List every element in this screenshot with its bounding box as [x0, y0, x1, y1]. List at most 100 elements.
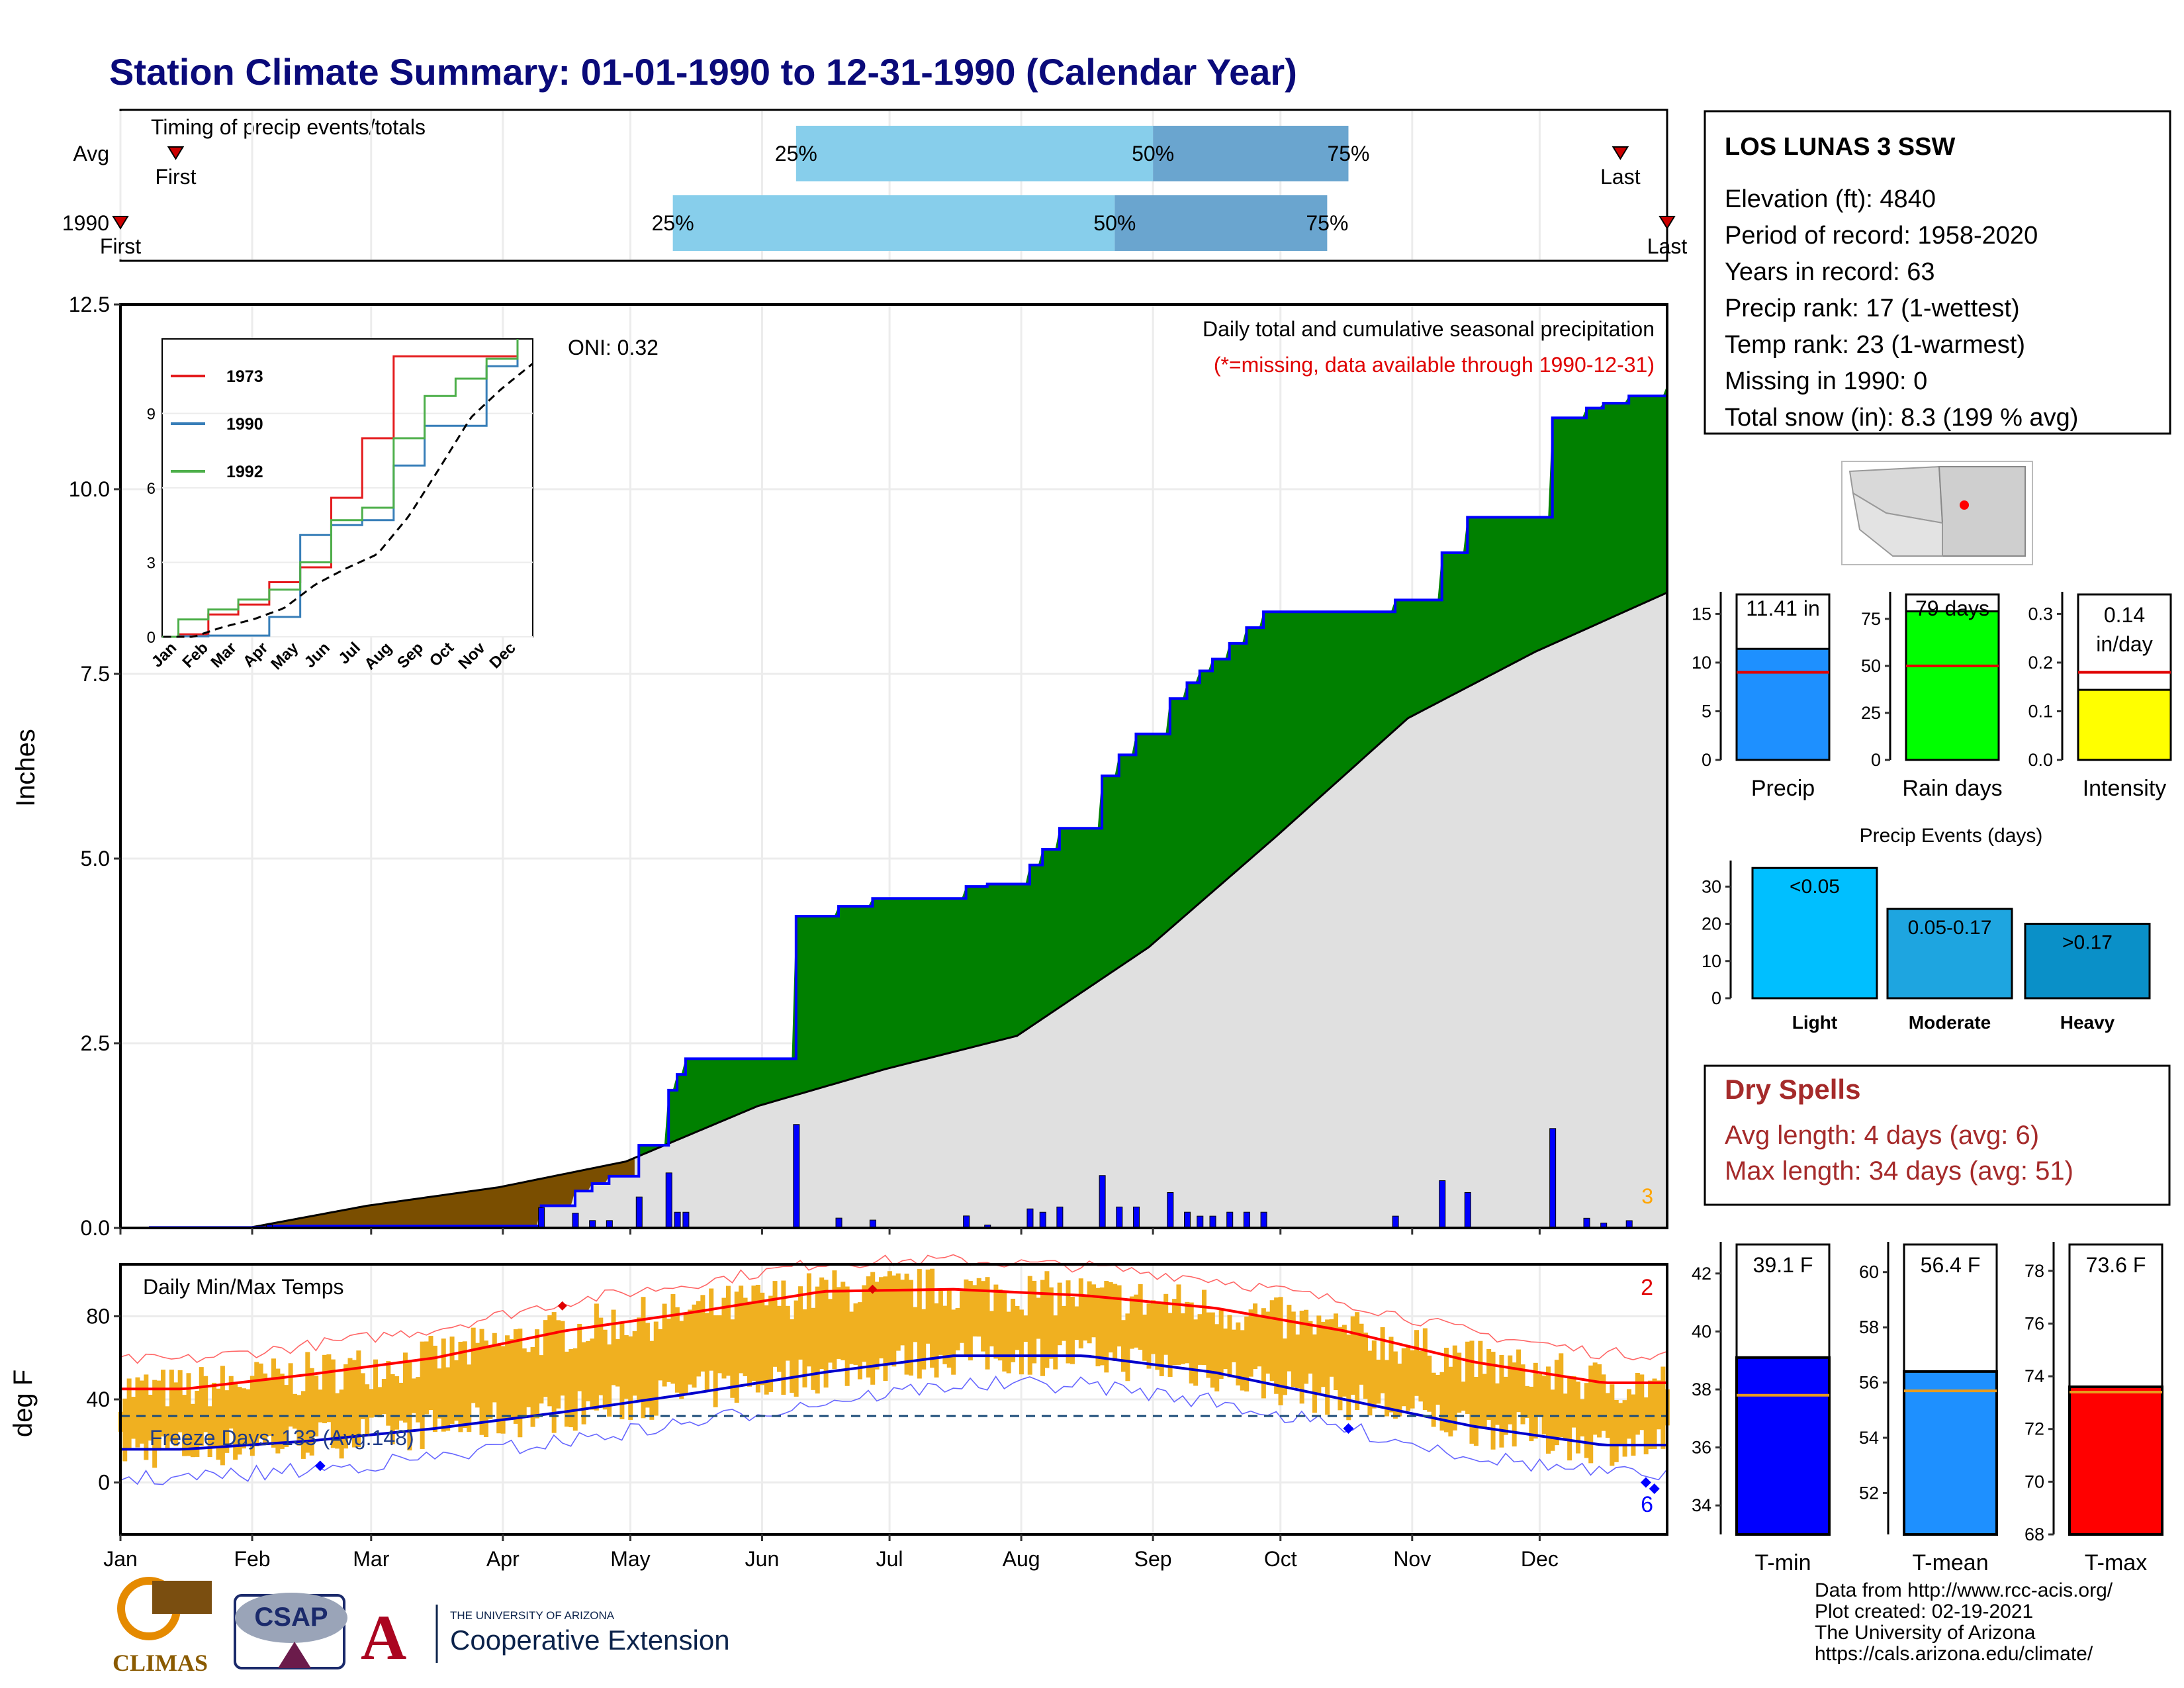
daily-temp-bar [934, 1303, 939, 1378]
daily-temp-bar [819, 1277, 825, 1369]
daily-temp-bar [1134, 1294, 1139, 1348]
timing-label: Timing of precip events/totals [151, 115, 426, 139]
precip-ytick-label: 12.5 [69, 293, 110, 316]
daily-temp-bar [615, 1338, 620, 1387]
temp-stat-value [1735, 1356, 1831, 1536]
daily-temp-bar [1550, 1389, 1555, 1451]
daily-temp-bar [836, 1287, 841, 1359]
daily-temp-bar [1435, 1374, 1441, 1405]
daily-temp-bar [1231, 1329, 1236, 1362]
daily-temp-bar [386, 1361, 391, 1426]
daily-temp-bar [492, 1333, 497, 1403]
first-event-marker [112, 216, 129, 230]
daily-temp-bar [1274, 1297, 1279, 1394]
daily-temp-bar [1113, 1284, 1118, 1361]
daily-temp-bar [445, 1367, 451, 1431]
temp-ylabel: deg F [9, 1370, 38, 1437]
stat-bar-tick-label: 75 [1861, 609, 1881, 629]
stat-bar-value-label: 11.41 in [1746, 596, 1820, 620]
daily-temp-bar [1385, 1360, 1390, 1417]
station-frame [1704, 110, 2171, 435]
daily-temp-bar [1397, 1363, 1402, 1417]
daily-temp-bar [522, 1348, 527, 1416]
daily-temp-bar [760, 1292, 765, 1385]
daily-temp-bar [309, 1368, 314, 1456]
daily-temp-bar [1610, 1384, 1615, 1466]
stat-bar-tick-label: 0 [1871, 750, 1881, 770]
daily-temp-bar [190, 1403, 195, 1458]
daily-temp-bar [1567, 1377, 1572, 1461]
events-bar-label: Moderate [1909, 1012, 1991, 1033]
ua-small-text: THE UNIVERSITY OF ARIZONA [450, 1609, 615, 1622]
daily-temp-bar [1265, 1311, 1271, 1374]
daily-temp-bar [224, 1390, 230, 1453]
daily-precip-bar [538, 1207, 545, 1229]
daily-temp-bar [173, 1382, 179, 1446]
timing-bar-q25-q50 [796, 126, 1154, 181]
precip-ytick-label: 0.0 [81, 1216, 110, 1240]
daily-temp-bar [1601, 1374, 1606, 1431]
daily-temp-bar [467, 1364, 472, 1432]
last-event-marker [1659, 216, 1676, 230]
temp-stat-label: T-mean [1912, 1550, 1988, 1575]
daily-temp-bar [938, 1291, 943, 1355]
daily-temp-bar [1261, 1308, 1266, 1399]
events-tick-label: 0 [1711, 988, 1721, 1008]
daily-temp-bar [407, 1361, 412, 1451]
normal-high-line [120, 1288, 1667, 1391]
stat-bar-value [1905, 610, 2000, 761]
daily-precip-bar [1392, 1215, 1399, 1229]
daily-temp-bar [679, 1321, 684, 1399]
daily-temp-bar [572, 1348, 578, 1431]
corner-count: 3 [1641, 1184, 1653, 1208]
daily-temp-bar [879, 1277, 884, 1359]
daily-temp-bar [1490, 1352, 1496, 1450]
daily-temp-bar [360, 1373, 365, 1420]
daily-temp-bar [1605, 1393, 1610, 1438]
timing-p50-label: 50% [1132, 142, 1174, 165]
daily-temp-bar [989, 1311, 994, 1346]
daily-precip-bar [1039, 1211, 1046, 1229]
daily-temp-bar [381, 1378, 387, 1415]
daily-temp-bar [704, 1313, 709, 1392]
record-low-line [120, 1376, 1668, 1485]
daily-temp-bar [713, 1315, 718, 1407]
record-high-marker [557, 1301, 567, 1311]
daily-precip-bar [1583, 1217, 1590, 1229]
daily-temp-bar [1486, 1348, 1492, 1420]
station-info-line: Years in record: 63 [1725, 258, 1935, 286]
daily-temp-bar [1359, 1323, 1364, 1385]
daily-temp-bar [1193, 1319, 1199, 1386]
daily-temp-bar [1201, 1289, 1206, 1366]
daily-temp-bar [1622, 1400, 1627, 1457]
daily-temp-bar [794, 1300, 799, 1397]
daily-temp-bar [755, 1284, 760, 1393]
daily-temp-bar [1431, 1372, 1436, 1427]
daily-temp-bar [1083, 1295, 1088, 1341]
daily-temp-bar [997, 1289, 1003, 1361]
stat-bar-label: Intensity [2083, 776, 2167, 801]
daily-temp-bar [505, 1335, 510, 1419]
stat-bar-label: Rain days [1902, 776, 2002, 801]
timing-bar-q50-q75 [1115, 195, 1328, 251]
daily-temp-bar [479, 1329, 484, 1435]
daily-temp-bar [437, 1368, 442, 1419]
daily-temp-bar [641, 1297, 646, 1419]
daily-temp-bar [1163, 1293, 1169, 1355]
daily-precip-bar [1464, 1192, 1471, 1229]
daily-temp-bar [1019, 1309, 1024, 1375]
daily-precip-bar [1197, 1215, 1204, 1229]
daily-temp-bar [1457, 1352, 1462, 1413]
events-tick-label: 10 [1702, 951, 1721, 971]
last-event-marker [1612, 146, 1629, 160]
daily-temp-bar [1367, 1350, 1373, 1416]
daily-temp-bar [1206, 1312, 1211, 1378]
daily-temp-bar [1363, 1333, 1368, 1399]
timing-p75-label: 75% [1306, 211, 1348, 235]
daily-temp-bar [1355, 1312, 1360, 1411]
daily-temp-bar [870, 1272, 876, 1385]
daily-precip-bar [1099, 1175, 1106, 1229]
daily-temp-bar [126, 1378, 132, 1448]
daily-temp-bar [1116, 1285, 1122, 1347]
daily-temp-bar [1218, 1310, 1224, 1379]
